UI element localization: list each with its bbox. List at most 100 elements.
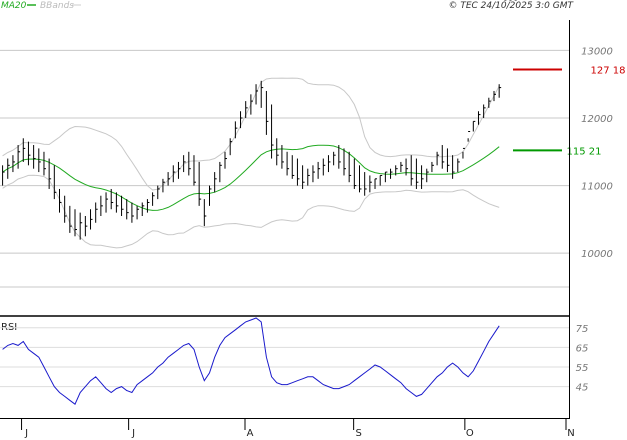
price-bar	[22, 138, 26, 162]
price-bar	[38, 148, 41, 173]
price-bar	[255, 84, 259, 105]
price-bar	[43, 151, 46, 176]
x-month-label: O	[466, 428, 474, 439]
price-bar	[260, 80, 264, 108]
price-bar	[157, 185, 160, 200]
price-bar	[431, 161, 434, 173]
legend-bbands-label: BBands	[40, 1, 74, 11]
price-bar	[343, 148, 346, 176]
price-bar	[193, 155, 196, 186]
price-bar	[317, 161, 321, 179]
price-bar	[240, 111, 243, 129]
price-bar	[146, 199, 150, 213]
price-bar	[136, 205, 140, 220]
price-bar	[322, 158, 326, 176]
price-bar	[183, 155, 186, 173]
price-bar	[457, 158, 460, 173]
price-bar	[498, 84, 502, 98]
price-bar	[90, 209, 93, 230]
rsi-path	[2, 317, 500, 405]
rsi-tick-label: 75	[576, 324, 589, 335]
price-bar	[265, 90, 269, 135]
rsi-tick-label: 65	[576, 343, 589, 354]
price-bar	[359, 165, 362, 193]
price-axis: 10000 11000 12000 13000	[581, 46, 613, 260]
copyright-text: © TEC 24/10/2025 3:0 GMT	[448, 1, 574, 11]
price-panel: 127 18 115 21 10000 11000 12000 13000	[0, 0, 626, 288]
last-ma-label: 115 21	[567, 146, 602, 157]
price-bar	[426, 168, 429, 183]
rsi-axis: 45 55 65 75	[576, 324, 589, 394]
price-tick-label: 13000	[581, 46, 613, 57]
price-bar	[333, 151, 336, 166]
price-bar	[17, 145, 21, 169]
price-bar	[162, 178, 165, 193]
price-bar	[286, 151, 290, 176]
price-bar	[276, 138, 279, 166]
price-tick-label: 11000	[581, 182, 613, 193]
price-bar	[219, 161, 222, 183]
price-bar	[338, 145, 341, 169]
price-bar	[302, 165, 305, 189]
price-bar	[121, 195, 124, 216]
price-bar	[48, 158, 52, 189]
price-bar	[12, 155, 15, 173]
last-price-label: 127 18	[591, 65, 626, 76]
price-tick-label: 10000	[581, 249, 613, 260]
moving-average-line	[2, 144, 500, 211]
price-bar	[379, 174, 383, 186]
price-bar	[296, 158, 300, 186]
price-bar	[390, 168, 393, 179]
price-bar	[64, 195, 67, 223]
price-bar	[291, 155, 295, 179]
price-bar	[245, 101, 248, 118]
rsi-grid	[0, 327, 569, 388]
price-bar	[167, 172, 171, 186]
price-bar	[441, 145, 445, 169]
x-month-label: A	[247, 428, 254, 439]
price-bar	[115, 192, 119, 213]
rsi-tick-label: 55	[576, 363, 589, 374]
price-bar	[198, 161, 202, 206]
price-bar	[33, 145, 36, 169]
price-bar	[353, 158, 357, 189]
price-bar	[369, 175, 372, 193]
price-bar	[79, 212, 83, 240]
price-bar	[208, 185, 212, 206]
price-bar	[405, 158, 409, 176]
price-bar	[214, 172, 217, 193]
price-bar	[224, 151, 228, 169]
price-bar	[312, 165, 315, 183]
price-bar	[203, 199, 207, 227]
price-bar	[410, 155, 414, 186]
price-bar	[58, 188, 62, 213]
price-bar	[250, 94, 253, 115]
price-grid	[0, 49, 569, 288]
price-bar	[2, 165, 5, 186]
price-bar	[110, 188, 114, 210]
price-bar	[271, 104, 274, 159]
price-bar	[229, 138, 233, 156]
x-month-label: J	[24, 428, 28, 439]
price-bar	[177, 161, 181, 179]
price-bar	[188, 151, 191, 176]
last-values: 127 18 115 21	[513, 65, 626, 157]
price-bar	[395, 165, 398, 176]
price-bar	[374, 178, 378, 189]
price-bar	[131, 202, 134, 223]
price-bar	[84, 216, 88, 237]
price-bar	[53, 165, 57, 200]
price-bar	[483, 104, 486, 118]
price-bar	[348, 151, 352, 183]
price-bar	[436, 151, 440, 166]
x-month-label: S	[355, 428, 361, 439]
price-bar	[7, 158, 10, 179]
price-tick-label: 12000	[581, 114, 613, 125]
rsi-tick-label: 45	[576, 383, 589, 394]
price-bar	[105, 192, 109, 213]
legend-ma-label: MA20	[1, 1, 27, 11]
price-bar	[172, 165, 176, 183]
